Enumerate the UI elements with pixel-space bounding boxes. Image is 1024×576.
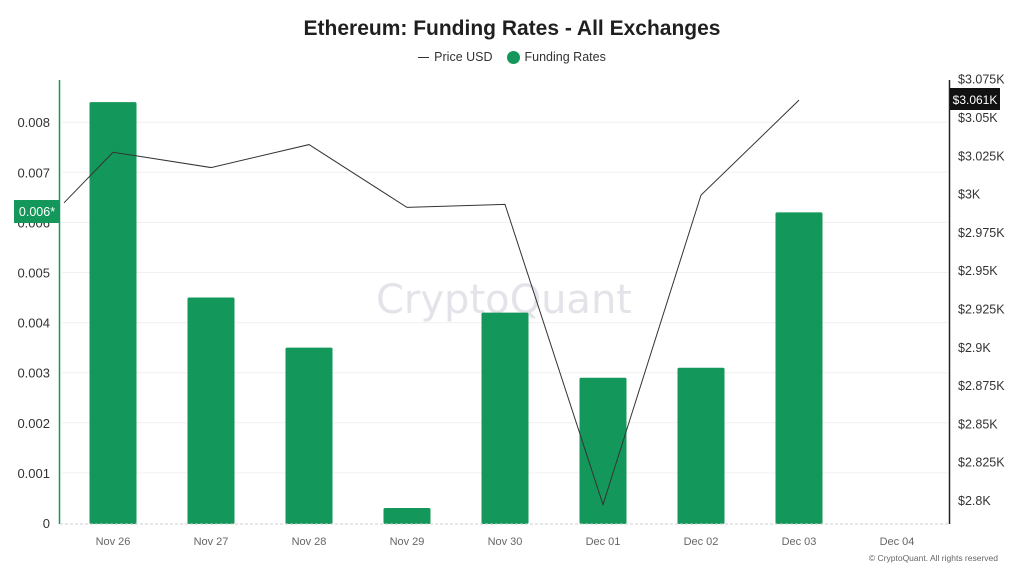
svg-text:$2.95K: $2.95K — [958, 264, 998, 278]
svg-text:$2.825K: $2.825K — [958, 456, 1005, 470]
dot-swatch-icon — [506, 50, 520, 64]
right-axis-ticks: $2.8K $2.825K $2.85K $2.875K $2.9K $2.925K $2.… — [958, 73, 1005, 508]
svg-text:$3K: $3K — [958, 188, 981, 202]
svg-text:$3.061K: $3.061K — [953, 93, 998, 107]
right-crosshair-badge: $3.061K — [950, 88, 1000, 110]
chart-legend: Price USD Funding Rates — [0, 50, 1024, 64]
bar[interactable] — [285, 347, 333, 524]
svg-text:0.002: 0.002 — [17, 416, 50, 431]
svg-text:Nov 26: Nov 26 — [96, 536, 131, 548]
svg-text:$3.075K: $3.075K — [958, 73, 1005, 87]
svg-text:Dec 03: Dec 03 — [782, 536, 817, 548]
svg-text:$2.9K: $2.9K — [958, 341, 991, 355]
legend-item-price-usd[interactable]: Price USD — [418, 50, 493, 64]
svg-text:0.008: 0.008 — [17, 115, 50, 130]
left-crosshair-badge: 0.006* — [14, 200, 59, 223]
svg-text:Dec 04: Dec 04 — [880, 536, 915, 548]
bar[interactable] — [677, 367, 725, 524]
svg-text:$2.875K: $2.875K — [958, 379, 1005, 393]
line-swatch-icon — [418, 56, 430, 58]
svg-text:0.001: 0.001 — [17, 466, 50, 481]
price-usd-line — [63, 99, 800, 507]
svg-text:Dec 01: Dec 01 — [586, 536, 621, 548]
copyright-notice: © CryptoQuant. All rights reserved — [868, 553, 998, 563]
svg-text:$2.85K: $2.85K — [958, 417, 998, 431]
svg-text:Nov 29: Nov 29 — [390, 536, 425, 548]
legend-item-funding-rates[interactable]: Funding Rates — [506, 50, 606, 64]
bar[interactable] — [187, 297, 235, 524]
legend-label: Funding Rates — [524, 50, 606, 64]
svg-text:$2.925K: $2.925K — [958, 303, 1005, 317]
svg-text:$2.975K: $2.975K — [958, 226, 1005, 240]
svg-text:0: 0 — [43, 516, 50, 531]
left-axis-ticks: 00.0010.0020.0030.0040.0050.0060.0070.00… — [17, 115, 50, 531]
funding-rate-bars — [89, 102, 823, 524]
svg-text:0.005: 0.005 — [17, 266, 50, 281]
svg-text:$3.05K: $3.05K — [958, 111, 998, 125]
svg-text:0.006*: 0.006* — [19, 205, 55, 219]
bar[interactable] — [383, 507, 431, 524]
legend-label: Price USD — [434, 50, 493, 64]
svg-text:Nov 28: Nov 28 — [292, 536, 327, 548]
x-axis-ticks: Nov 26 Nov 27 Nov 28 Nov 29 Nov 30 Dec 01 Dec … — [96, 536, 915, 548]
svg-text:$2.8K: $2.8K — [958, 494, 991, 508]
svg-text:Dec 02: Dec 02 — [684, 536, 719, 548]
svg-text:0.004: 0.004 — [17, 316, 50, 331]
svg-text:Nov 30: Nov 30 — [488, 536, 523, 548]
svg-text:$3.025K: $3.025K — [958, 149, 1005, 163]
bar[interactable] — [481, 312, 529, 524]
svg-text:0.007: 0.007 — [17, 165, 50, 180]
bar[interactable] — [775, 212, 823, 524]
chart-title: Ethereum: Funding Rates - All Exchanges — [303, 17, 721, 40]
bar[interactable] — [579, 377, 627, 524]
svg-text:Nov 27: Nov 27 — [194, 536, 229, 548]
bar[interactable] — [89, 102, 137, 524]
svg-text:0.003: 0.003 — [17, 366, 50, 381]
